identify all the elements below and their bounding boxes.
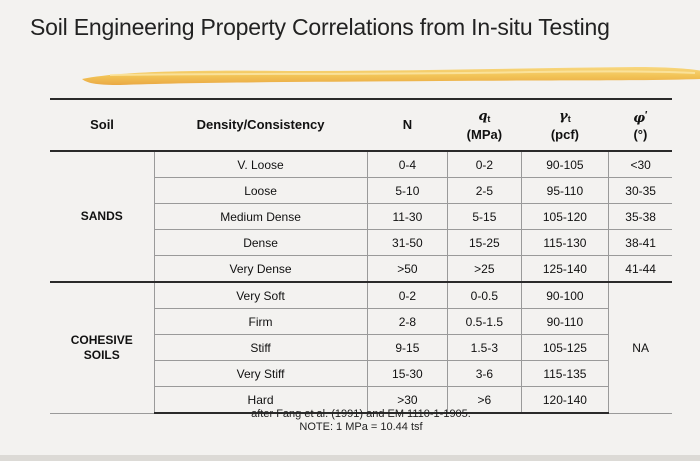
gamma-symbol: γ <box>559 108 568 124</box>
header-qt: qt (MPa) <box>447 98 522 152</box>
cell-phi: 38-41 <box>608 229 672 256</box>
slide-title: Soil Engineering Property Correlations f… <box>30 14 610 40</box>
cell-gamma: 105-120 <box>520 203 610 230</box>
cell-gamma: 90-105 <box>520 150 610 178</box>
table-row: Loose 5-10 2-5 95-110 30-35 <box>50 177 672 204</box>
table-row: SANDS V. Loose 0-4 0-2 90-105 <30 <box>50 150 672 283</box>
cell-gamma: 125-140 <box>520 255 610 283</box>
cell-phi: 30-35 <box>608 177 672 204</box>
qt-unit: (MPa) <box>466 126 503 142</box>
highlight-brush-stroke <box>82 67 700 85</box>
cell-n: 0-2 <box>366 281 449 309</box>
cell-density: Very Soft <box>153 281 368 309</box>
qt-symbol: q <box>478 108 488 124</box>
cell-n: 31-50 <box>366 229 449 256</box>
cell-gamma: 95-110 <box>520 177 610 204</box>
cell-n: >50 <box>366 255 449 283</box>
cell-gamma: 90-110 <box>520 308 609 335</box>
cell-density: Hard <box>153 386 368 414</box>
cell-n: 9-15 <box>366 334 449 361</box>
cell-n: 0-4 <box>366 150 449 178</box>
cell-density: V. Loose <box>153 150 368 178</box>
header-row: Soil Density/Consistency N qt (MPa) γt (… <box>50 98 672 152</box>
table-row: Very Stiff 15-30 3-6 115-135 <box>50 360 672 387</box>
group-sands: SANDS <box>50 150 155 283</box>
cell-gamma: 115-130 <box>520 229 610 256</box>
cell-qt: >6 <box>447 386 522 414</box>
cell-gamma: 90-100 <box>520 281 610 309</box>
table-row: Hard >30 >6 120-140 <box>50 386 672 414</box>
group-cohesive-line2: SOILS <box>83 347 120 362</box>
cell-qt: 0-0.5 <box>447 281 522 309</box>
gamma-unit: (pcf) <box>550 126 579 142</box>
cell-density: Firm <box>153 308 368 335</box>
cell-qt: 2-5 <box>447 177 522 204</box>
header-phi: φ′ (°) <box>608 98 672 152</box>
cell-gamma: 105-125 <box>520 334 609 361</box>
cell-phi: <30 <box>608 150 672 178</box>
cell-density: Loose <box>153 177 368 204</box>
cell-n: 11-30 <box>366 203 449 230</box>
footnote-source: after Fang et al. (1991) and EM 1110-1-1… <box>251 408 471 420</box>
cell-n: >30 <box>366 386 449 414</box>
cell-n: 2-8 <box>366 308 449 335</box>
cell-qt: 3-6 <box>447 360 522 387</box>
header-soil: Soil <box>50 98 154 152</box>
gamma-subscript: t <box>567 113 571 124</box>
phi-unit: (°) <box>633 126 648 142</box>
footnote: after Fang et al. (1991) and EM 1110-1-1… <box>50 408 672 434</box>
table-row: COHESIVE SOILS Very Soft 0-2 0-0.5 90-10… <box>50 281 672 414</box>
soil-correlation-table: Soil Density/Consistency N qt (MPa) γt (… <box>50 98 672 414</box>
group-cohesive-line1: COHESIVE <box>70 332 133 347</box>
cell-qt: 0-2 <box>447 150 522 178</box>
phi-symbol: φ <box>633 110 646 126</box>
cell-qt: 1.5-3 <box>447 334 522 361</box>
cell-n: 5-10 <box>366 177 449 204</box>
table-row: Firm 2-8 0.5-1.5 90-110 <box>50 308 672 335</box>
cell-phi: 35-38 <box>608 203 672 230</box>
cell-qt: 0.5-1.5 <box>447 308 522 335</box>
group-cohesive-soils: COHESIVE SOILS <box>50 281 155 414</box>
cell-gamma: 120-140 <box>520 386 609 414</box>
table-row: Medium Dense 11-30 5-15 105-120 35-38 <box>50 203 672 230</box>
cell-density: Stiff <box>153 334 368 361</box>
cell-qt: 5-15 <box>447 203 522 230</box>
header-gamma: γt (pcf) <box>521 98 609 152</box>
table-row: Dense 31-50 15-25 115-130 38-41 <box>50 229 672 256</box>
qt-subscript: t <box>487 113 491 124</box>
cell-density: Dense <box>153 229 368 256</box>
screen-bottom-edge <box>0 455 700 461</box>
cell-density: Very Stiff <box>153 360 368 387</box>
cell-qt: >25 <box>447 255 522 283</box>
cell-density: Medium Dense <box>153 203 368 230</box>
cell-phi-na: NA <box>608 281 672 414</box>
header-n: N <box>367 98 448 152</box>
header-density: Density/Consistency <box>154 98 368 152</box>
footnote-note: NOTE: 1 MPa = 10.44 tsf <box>299 421 423 433</box>
cell-gamma: 115-135 <box>520 360 609 387</box>
table-row: Very Dense >50 >25 125-140 41-44 <box>50 255 672 283</box>
phi-prime: ′ <box>645 109 648 121</box>
cell-phi: 41-44 <box>608 255 672 283</box>
cell-qt: 15-25 <box>447 229 522 256</box>
cell-n: 15-30 <box>366 360 449 387</box>
cell-density: Very Dense <box>153 255 368 283</box>
